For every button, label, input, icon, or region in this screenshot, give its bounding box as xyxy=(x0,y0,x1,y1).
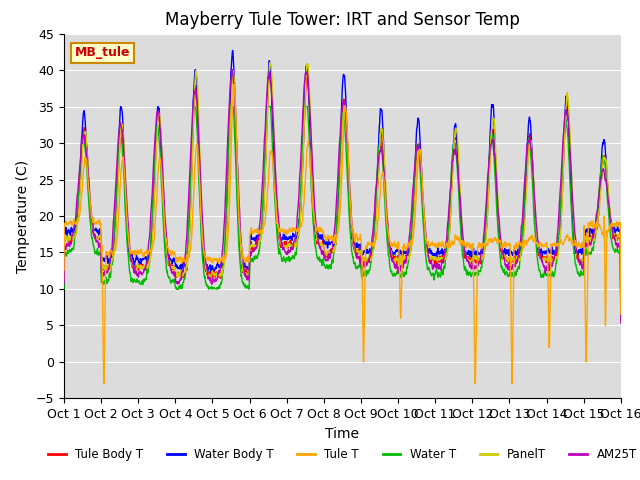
Legend: Tule Body T, Water Body T, Tule T, Water T, PanelT, AM25T: Tule Body T, Water Body T, Tule T, Water… xyxy=(44,443,640,466)
X-axis label: Time: Time xyxy=(325,427,360,441)
Text: MB_tule: MB_tule xyxy=(75,47,131,60)
Y-axis label: Temperature (C): Temperature (C) xyxy=(16,159,30,273)
Title: Mayberry Tule Tower: IRT and Sensor Temp: Mayberry Tule Tower: IRT and Sensor Temp xyxy=(165,11,520,29)
